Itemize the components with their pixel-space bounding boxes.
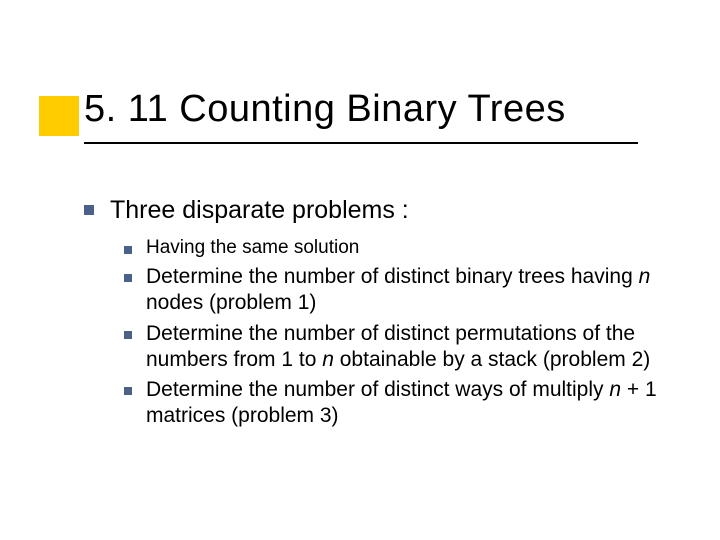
- slide-body: Three disparate problems : Having the sa…: [84, 195, 674, 434]
- bullet-level2: Determine the number of distinct ways of…: [124, 377, 674, 430]
- square-bullet-icon: [84, 205, 94, 215]
- title-row: 5. 11 Counting Binary Trees: [84, 88, 674, 131]
- square-bullet-icon: [124, 331, 132, 339]
- italic-var: n: [639, 265, 651, 288]
- italic-var: n: [609, 378, 621, 401]
- text-pre: Determine the number of distinct ways of…: [146, 378, 609, 401]
- accent-block: [39, 96, 79, 136]
- bullet-level1: Three disparate problems :: [84, 195, 674, 226]
- lvl2-text: Determine the number of distinct ways of…: [146, 377, 674, 430]
- lvl2-text: Determine the number of distinct permuta…: [146, 321, 674, 374]
- square-bullet-icon: [124, 387, 132, 395]
- square-bullet-icon: [124, 246, 132, 254]
- title-underline: [84, 142, 638, 144]
- text-pre: Determine the number of distinct binary …: [146, 265, 639, 288]
- italic-var: n: [322, 348, 334, 371]
- lvl2-group: Having the same solution Determine the n…: [124, 236, 674, 429]
- text-post: obtainable by a stack (problem 2): [334, 348, 650, 371]
- slide-title: 5. 11 Counting Binary Trees: [84, 88, 674, 131]
- lvl2-text: Determine the number of distinct binary …: [146, 264, 674, 317]
- bullet-level2: Determine the number of distinct permuta…: [124, 321, 674, 374]
- text-post: nodes (problem 1): [146, 291, 316, 314]
- lvl1-text: Three disparate problems :: [110, 195, 409, 226]
- bullet-level2: Having the same solution: [124, 236, 674, 260]
- slide: 5. 11 Counting Binary Trees Three dispar…: [0, 0, 720, 540]
- lvl2-small-text: Having the same solution: [146, 236, 359, 260]
- bullet-level2: Determine the number of distinct binary …: [124, 264, 674, 317]
- square-bullet-icon: [124, 274, 132, 282]
